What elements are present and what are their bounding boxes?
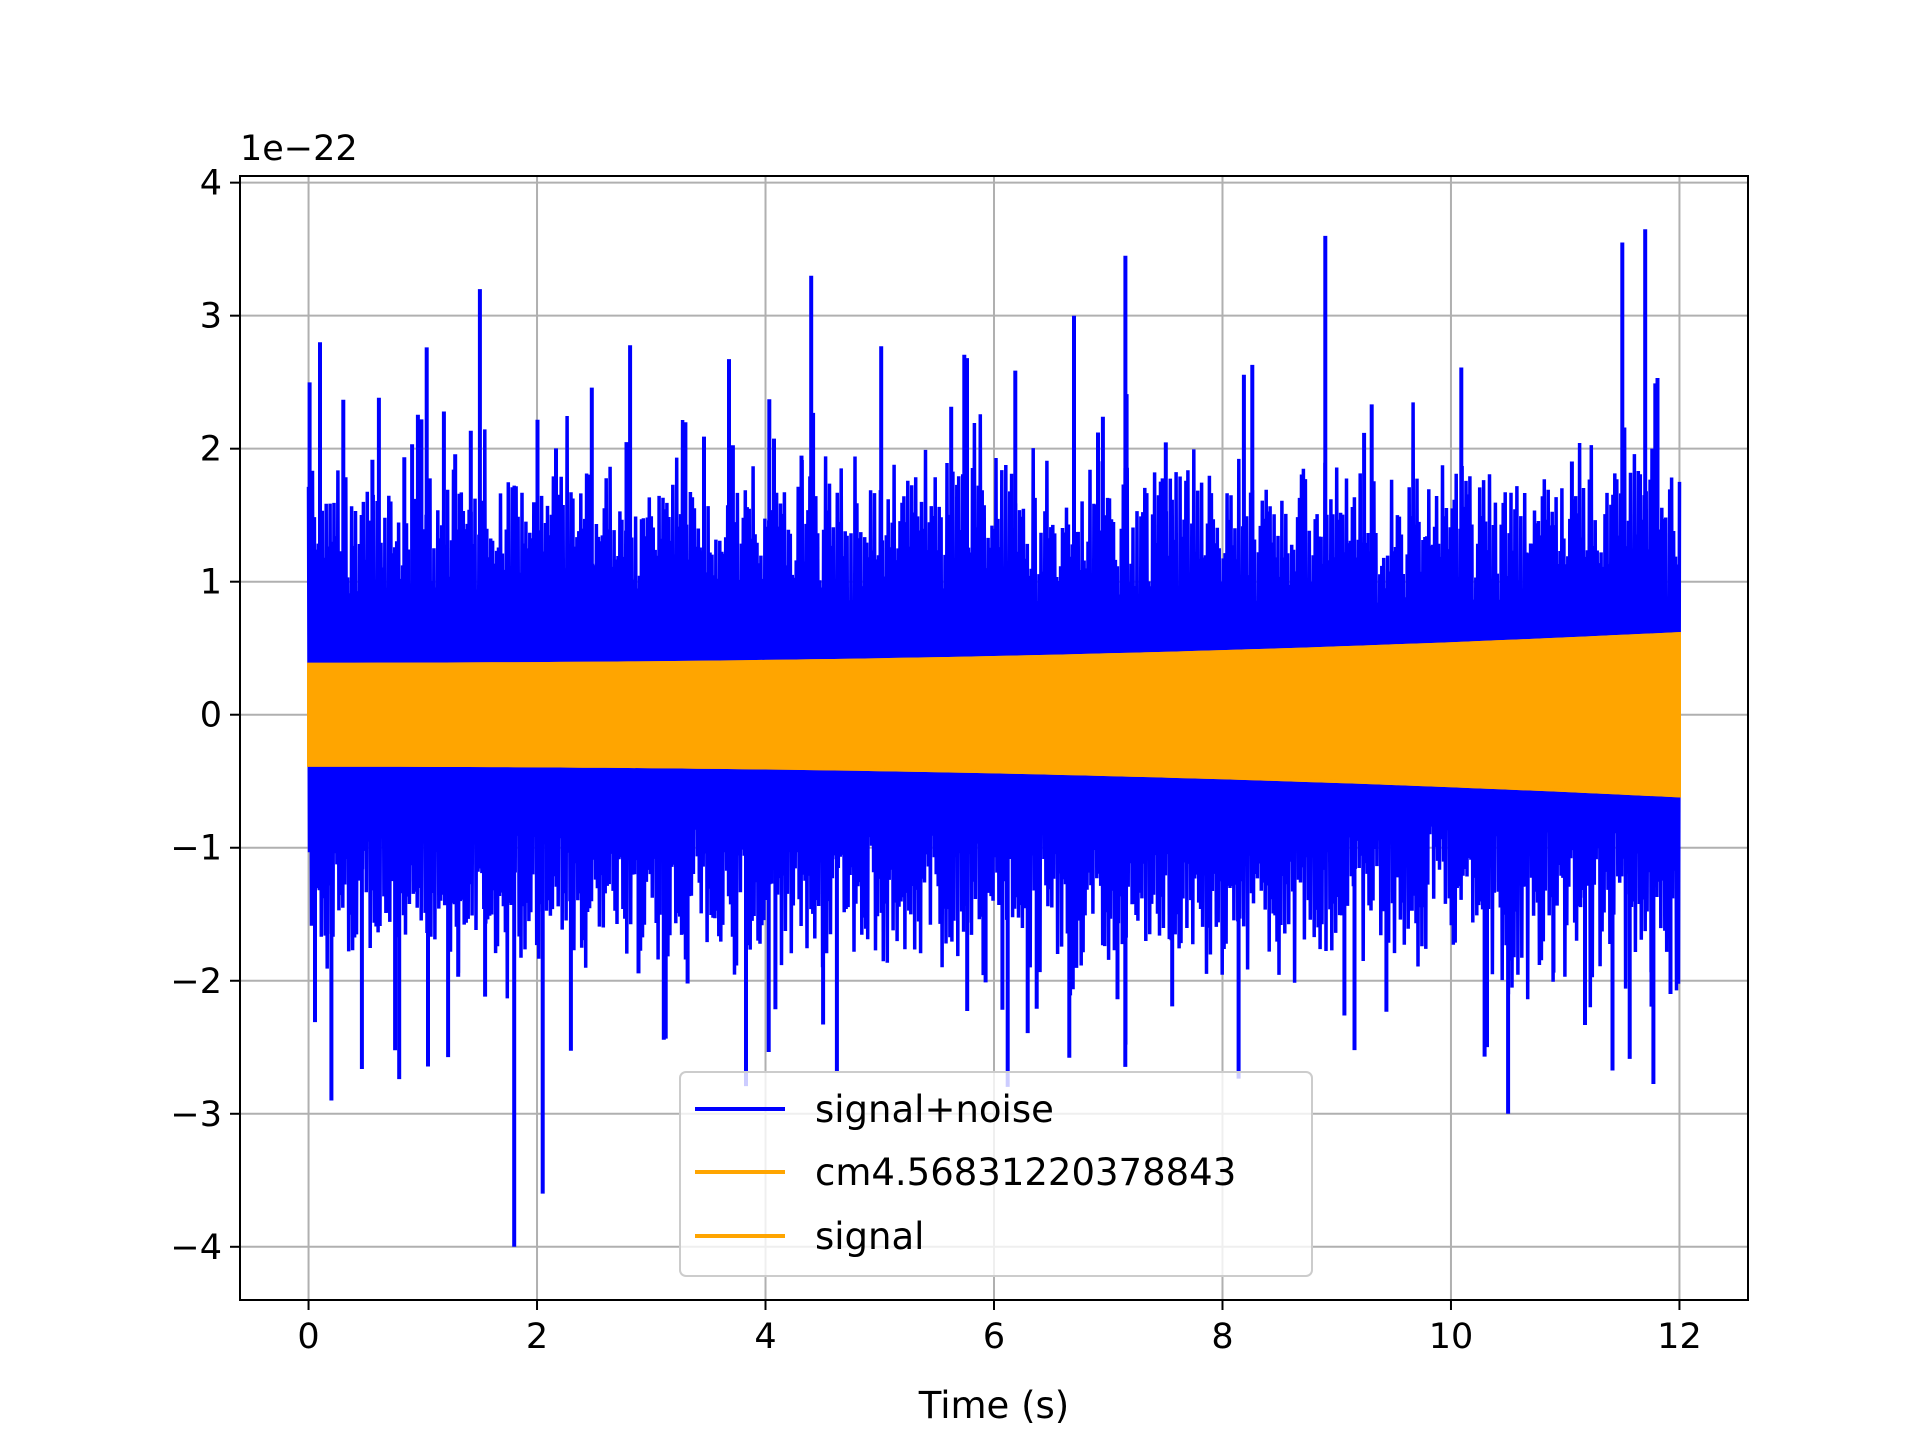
y-tick-label: 4	[200, 164, 222, 204]
y-tick-label: 1	[200, 563, 222, 603]
legend-box	[679, 1071, 1313, 1277]
x-tick-label: 12	[1657, 1317, 1702, 1357]
y-tick-label: −2	[170, 962, 222, 1002]
legend-label-signal-noise: signal+noise	[815, 1088, 1054, 1131]
x-tick-label: 2	[526, 1317, 548, 1357]
x-tick-label: 4	[754, 1317, 776, 1357]
legend-label-signal: signal	[815, 1215, 924, 1258]
legend-label-cm: cm4.56831220378843	[815, 1151, 1236, 1194]
series-signal	[307, 632, 1681, 798]
y-tick-label: 2	[200, 430, 222, 470]
x-tick-label: 6	[983, 1317, 1005, 1357]
legend: signal+noise cm4.56831220378843 signal	[679, 1071, 1313, 1277]
y-offset-label: 1e−22	[240, 129, 358, 169]
y-tick-label: −1	[170, 829, 222, 869]
y-tick-label: −3	[170, 1095, 222, 1135]
x-tick-label: 10	[1429, 1317, 1474, 1357]
x-tick-label: 8	[1211, 1317, 1233, 1357]
x-tick-label: 0	[297, 1317, 319, 1357]
y-tick-label: 3	[200, 297, 222, 337]
y-tick-label: 0	[200, 696, 222, 736]
x-axis-label: Time (s)	[918, 1384, 1069, 1427]
series-signal-noise	[306, 402, 1682, 1008]
signal-noise-peaks	[307, 229, 1673, 1247]
y-tick-label: −4	[170, 1228, 222, 1268]
plot-series	[306, 229, 1682, 1247]
